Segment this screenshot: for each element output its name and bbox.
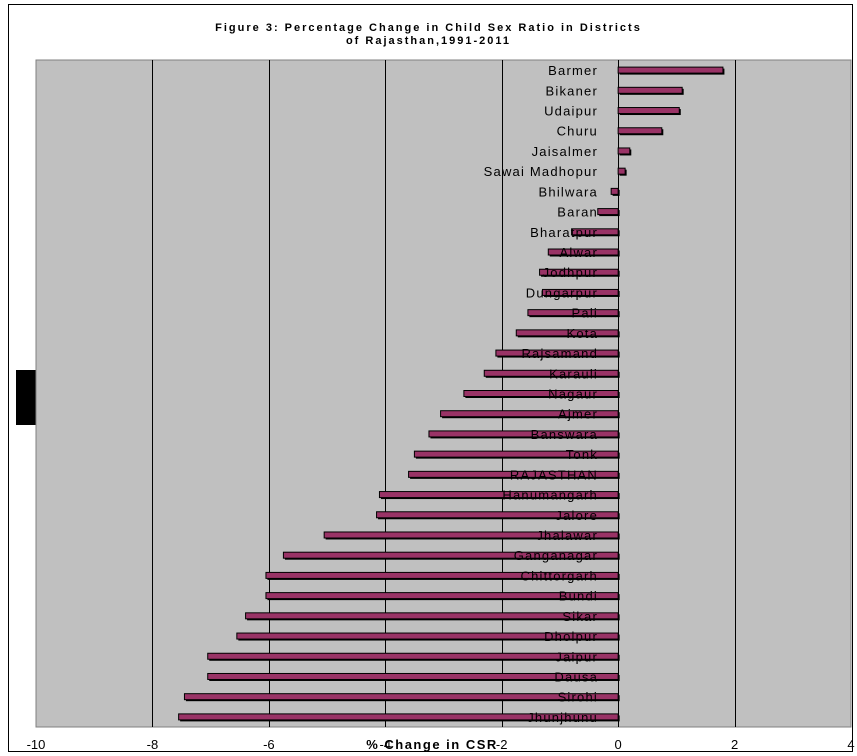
- bar: [597, 208, 619, 216]
- bar: [541, 288, 619, 296]
- bar: [265, 571, 619, 579]
- category-label: Jaisalmer: [532, 144, 598, 159]
- category-label: Baran: [557, 205, 598, 220]
- category-label: Banswara: [531, 427, 598, 442]
- bar: [207, 672, 619, 680]
- category-label: Pali: [572, 306, 598, 321]
- bar: [282, 551, 619, 559]
- chart-title-line-2: of Rajasthan,1991-2011: [345, 35, 512, 47]
- category-label: Jodhpur: [543, 265, 598, 280]
- category-label: Churu: [557, 124, 598, 139]
- bar: [323, 531, 619, 539]
- bar: [527, 309, 619, 317]
- category-label: Hanumangarh: [502, 488, 598, 503]
- category-label: Bhilwara: [539, 184, 598, 199]
- category-label: Dholpur: [544, 629, 598, 644]
- x-tick-label: -10: [27, 737, 46, 752]
- category-label: Alwar: [559, 245, 598, 260]
- category-label: Nagaur: [548, 387, 598, 402]
- bar: [265, 592, 619, 600]
- x-tick-label: 4: [847, 737, 854, 752]
- category-label: Jhunjhunu: [527, 710, 598, 725]
- bar: [515, 329, 619, 337]
- category-label: Bharatpur: [530, 225, 598, 240]
- category-label: RAJASTHAN: [510, 467, 598, 482]
- category-label: Barmer: [548, 63, 598, 78]
- x-axis-label: % Change in CSR: [366, 737, 498, 752]
- chart-title-line-1: Figure 3: Percentage Change in Child Sex…: [215, 22, 642, 34]
- category-label: Udaipur: [544, 104, 598, 119]
- bar: [539, 268, 619, 276]
- category-label: Tonk: [566, 447, 598, 462]
- bar: [428, 430, 619, 438]
- x-tick-label: 0: [615, 737, 622, 752]
- bar: [571, 228, 619, 236]
- x-tick-label: -2: [496, 737, 508, 752]
- bar: [483, 369, 619, 377]
- bar: [617, 167, 626, 175]
- bar: [183, 693, 619, 701]
- category-label: Rajsamand: [521, 346, 598, 361]
- category-label: Kota: [566, 326, 598, 341]
- bar: [463, 390, 619, 397]
- category-label: Bundi: [559, 589, 598, 604]
- category-label: Bikaner: [546, 83, 598, 98]
- category-label: Sirohi: [558, 690, 598, 705]
- category-label: Sikar: [562, 609, 598, 624]
- chart-frame: [8, 4, 853, 752]
- category-label: Dungarpur: [526, 285, 598, 300]
- chart-title: Figure 3: Percentage Change in Child Sex…: [0, 22, 857, 48]
- category-label: Ajmer: [558, 407, 598, 422]
- category-label: Chittorgarh: [520, 568, 598, 583]
- bar: [236, 632, 619, 640]
- x-tick-label: -6: [263, 737, 275, 752]
- category-label: Sawai Madhopur: [484, 164, 598, 179]
- bar: [617, 66, 724, 74]
- bar: [617, 127, 663, 135]
- category-label: Jaipur: [555, 649, 598, 664]
- category-label: Dausa: [554, 669, 598, 684]
- bar: [376, 511, 619, 519]
- x-tick-label: -8: [147, 737, 159, 752]
- bar: [207, 652, 619, 660]
- bar: [547, 248, 619, 256]
- bar: [413, 450, 619, 458]
- bar: [617, 107, 680, 115]
- bar: [610, 187, 619, 195]
- category-label: Karauli: [549, 366, 598, 381]
- bar: [440, 410, 619, 418]
- x-tick-label: 2: [731, 737, 738, 752]
- x-tick-label: -4: [380, 737, 392, 752]
- plot-background: [35, 59, 852, 728]
- category-label: Jhalawar: [536, 528, 598, 543]
- bar: [617, 147, 631, 155]
- x-tick-labels: -10 -8 -6 -4 -2 0 2 4: [27, 737, 855, 752]
- plot-area: [35, 59, 852, 728]
- bar: [495, 349, 619, 357]
- category-labels: Barmer Bikaner Udaipur Churu Jaisalmer Sawai …: [484, 63, 598, 725]
- bar: [617, 86, 683, 94]
- bar: [378, 491, 619, 499]
- bar: [245, 612, 619, 620]
- bar: [408, 470, 619, 478]
- bar: [178, 713, 619, 721]
- category-label: Ganganagar: [514, 548, 598, 563]
- category-label: Jalore: [555, 508, 598, 523]
- bars: [178, 66, 725, 722]
